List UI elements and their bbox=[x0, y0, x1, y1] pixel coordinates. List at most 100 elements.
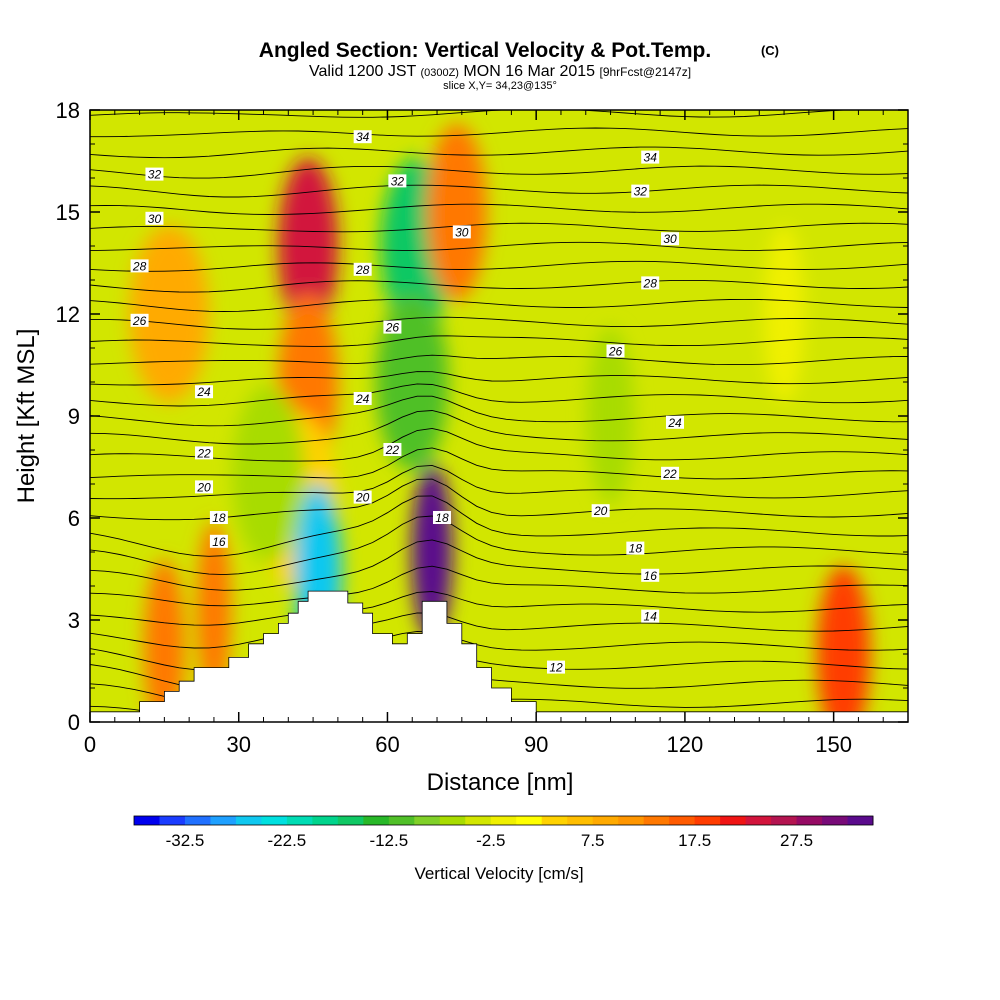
colorbar-tick-label: -12.5 bbox=[369, 831, 408, 850]
contour-label: 30 bbox=[452, 225, 471, 239]
y-tick-label: 18 bbox=[56, 98, 80, 123]
x-axis: 0 30 60 90 120 150 bbox=[84, 110, 909, 757]
contour-label-text: 32 bbox=[634, 185, 648, 199]
contour-label-text: 26 bbox=[385, 321, 400, 335]
colorbar-swatch bbox=[261, 816, 288, 825]
colorbar-swatch bbox=[745, 816, 772, 825]
x-tick-label: 30 bbox=[226, 732, 250, 757]
contour-label-text: 26 bbox=[608, 344, 623, 358]
colorbar-swatch bbox=[847, 816, 874, 825]
contour-label-text: 28 bbox=[643, 276, 658, 290]
velocity-feature bbox=[143, 558, 185, 722]
colorbar-swatch bbox=[363, 816, 390, 825]
contour-label-text: 28 bbox=[132, 259, 147, 273]
contour-label-text: 20 bbox=[196, 480, 211, 494]
colorbar-swatch bbox=[822, 816, 849, 825]
isentrope-line bbox=[90, 383, 908, 407]
subtitle-forecast: [9hrFcst@2147z] bbox=[599, 65, 691, 79]
contour-label: 26 bbox=[383, 320, 402, 335]
contour-label: 34 bbox=[641, 150, 660, 165]
velocity-feature bbox=[129, 225, 209, 403]
contour-label: 18 bbox=[432, 511, 451, 525]
contour-label-text: 20 bbox=[355, 491, 370, 505]
colorbar-swatch bbox=[490, 816, 517, 825]
colorbar-swatch bbox=[465, 816, 492, 825]
contour-label-text: 26 bbox=[132, 314, 147, 328]
contour-label-text: 16 bbox=[644, 569, 658, 583]
x-tick-label: 120 bbox=[667, 732, 704, 757]
colorbar-swatch bbox=[720, 816, 747, 825]
isentrope-line bbox=[90, 371, 908, 386]
contour-label-text: 28 bbox=[355, 263, 370, 277]
colorbar-tick-label: -32.5 bbox=[166, 831, 205, 850]
contour-label: 24 bbox=[665, 415, 684, 430]
contour-label-text: 34 bbox=[644, 151, 658, 165]
x-tick-label: 90 bbox=[524, 732, 548, 757]
colorbar-tick-label: 7.5 bbox=[581, 831, 605, 850]
y-axis-label: Height [Kft MSL] bbox=[13, 329, 40, 504]
colorbar-swatch bbox=[643, 816, 670, 825]
x-axis-label: Distance [nm] bbox=[427, 769, 574, 796]
contour-label-text: 16 bbox=[212, 535, 226, 549]
contour-label: 28 bbox=[641, 276, 660, 290]
y-tick-label: 9 bbox=[68, 404, 80, 429]
x-tick-label: 60 bbox=[375, 732, 399, 757]
contour-label: 28 bbox=[130, 259, 149, 273]
colorbar-swatch bbox=[669, 816, 696, 825]
isentrope-line bbox=[90, 298, 908, 312]
contour-label: 20 bbox=[591, 504, 610, 518]
isentrope-line bbox=[90, 279, 908, 293]
velocity-feature bbox=[196, 521, 232, 699]
contour-label-text: 24 bbox=[355, 392, 370, 406]
contour-label: 32 bbox=[388, 174, 407, 188]
contour-label-text: 24 bbox=[196, 385, 211, 399]
x-tick-label: 150 bbox=[815, 732, 852, 757]
contour-label: 20 bbox=[353, 490, 372, 505]
velocity-field bbox=[129, 123, 871, 722]
contour-label: 32 bbox=[145, 167, 164, 182]
isentrope-line bbox=[90, 591, 908, 626]
colorbar-swatch bbox=[771, 816, 798, 825]
velocity-feature bbox=[411, 463, 453, 641]
isentrope-line bbox=[90, 565, 908, 607]
colorbar-swatch bbox=[235, 816, 262, 825]
contour-label: 12 bbox=[547, 660, 566, 675]
isentrope-line bbox=[90, 495, 908, 557]
chart-subtitle: Valid 1200 JST (0300Z) MON 16 Mar 2015 [… bbox=[309, 63, 691, 80]
contour-label-text: 14 bbox=[644, 610, 658, 624]
y-tick-label: 0 bbox=[68, 710, 80, 735]
contour-label: 22 bbox=[195, 446, 214, 460]
colorbar-swatch bbox=[337, 816, 364, 825]
colorbar-swatch bbox=[286, 816, 313, 825]
contour-label: 30 bbox=[145, 211, 164, 226]
isentrope-line bbox=[90, 395, 908, 427]
velocity-feature bbox=[426, 123, 487, 301]
colorbar-swatch bbox=[567, 816, 594, 825]
isentrope-line bbox=[90, 410, 908, 445]
colorbar-tick-label: -22.5 bbox=[268, 831, 307, 850]
colorbar-frame bbox=[133, 815, 874, 826]
isentrope-line bbox=[90, 447, 908, 480]
contour-label: 30 bbox=[661, 232, 680, 246]
isentrope-line bbox=[90, 427, 908, 462]
colorbar-swatch bbox=[134, 816, 160, 825]
colorbar-swatch bbox=[159, 816, 186, 825]
colorbar-swatch bbox=[618, 816, 645, 825]
contour-label: 16 bbox=[209, 534, 228, 549]
contour-label: 24 bbox=[353, 392, 372, 406]
isentrope-line bbox=[90, 354, 908, 366]
colorbar-swatch bbox=[592, 816, 619, 825]
y-tick-label: 3 bbox=[68, 608, 80, 633]
y-axis: 0 3 6 9 12 15 18 bbox=[56, 98, 908, 735]
colorbar-swatch bbox=[210, 816, 237, 825]
x-tick-label: 0 bbox=[84, 732, 96, 757]
colorbar-swatch bbox=[796, 816, 823, 825]
contour-labels: 34 34 32 32 32 30 30 30 28 28 28 26 26 26 24 24 24 22 22 22… bbox=[130, 130, 684, 675]
colorbar-swatch bbox=[439, 816, 466, 825]
isentrope-line bbox=[90, 203, 908, 215]
contour-label-text: 18 bbox=[435, 511, 449, 525]
velocity-feature bbox=[586, 327, 635, 505]
terrain-mask bbox=[90, 590, 908, 722]
contour-label-text: 30 bbox=[148, 212, 162, 226]
